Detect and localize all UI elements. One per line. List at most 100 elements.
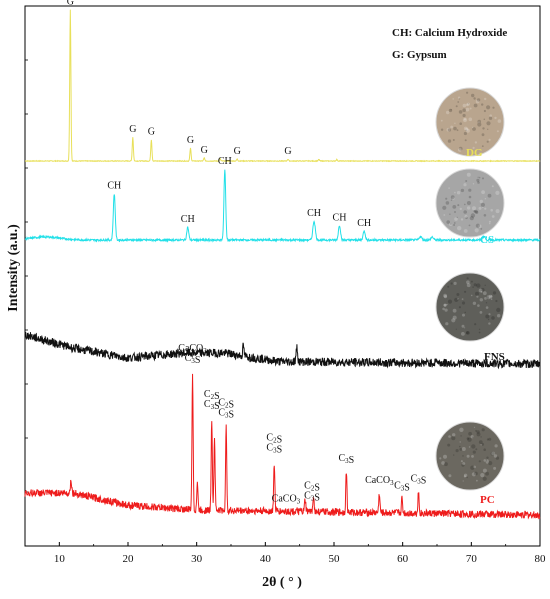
sample-photo-speckle [471, 472, 476, 477]
sample-photo-speckle [447, 139, 452, 143]
sample-photo-speckle [468, 188, 472, 192]
peak-label-text: G [67, 0, 74, 8]
sample-photo-speckle [490, 298, 493, 301]
peak-label-text: CaCO3 [178, 343, 207, 355]
sample-photo-speckle [480, 473, 485, 478]
label-part: C [394, 480, 401, 491]
sample-photo-speckle [483, 109, 486, 113]
label-part: S [404, 482, 410, 493]
sample-photo-speckle [494, 444, 498, 448]
peak-annotation-dg: G [187, 135, 194, 146]
sample-photo-speckle [462, 113, 466, 118]
sample-photo-speckle [488, 220, 491, 223]
sample-photo-speckle [452, 308, 457, 313]
sample-photo-speckle [446, 110, 450, 115]
sample-photo-speckle [479, 311, 483, 314]
sample-photo-speckle [471, 444, 476, 449]
series-line-fns [24, 331, 541, 370]
sample-photo-speckle [448, 474, 452, 478]
peak-annotation-dg: G [67, 0, 74, 8]
sample-photo-speckle [476, 295, 479, 298]
sample-photo-speckle [474, 228, 479, 233]
sample-photo-speckle [458, 306, 461, 309]
sample-photo-speckle [464, 290, 467, 293]
sample-photo-speckle [472, 206, 476, 211]
sample-photo-speckle [465, 128, 470, 133]
sample-photo-speckle [455, 449, 459, 453]
peak-annotation-pc: CaCO3 [365, 475, 394, 487]
sample-photo-speckle [490, 295, 493, 298]
sample-photo-speckle [469, 107, 472, 110]
sample-photo-speckle [491, 451, 496, 456]
sample-photo-speckle [456, 216, 458, 219]
sample-photo-speckle [461, 324, 465, 328]
x-tick-label: 10 [54, 553, 66, 565]
sample-photo-speckle [487, 318, 490, 321]
sample-photo-speckle [497, 314, 501, 318]
sample-photo-speckle [468, 431, 472, 436]
sample-photo-speckle [460, 460, 463, 463]
sample-photo-speckle [481, 103, 484, 106]
sample-photo-speckle [495, 456, 500, 460]
sample-photo-disc [435, 421, 505, 491]
sample-photo-speckle [477, 119, 482, 124]
peak-annotation-pc: C3S [338, 453, 354, 466]
sample-photo-speckle [476, 479, 478, 482]
sample-photo-speckle [443, 295, 448, 299]
sample-photo-speckle [482, 127, 485, 130]
label-part: C [266, 442, 273, 453]
peak-annotation-dg: G [201, 145, 208, 156]
sample-photo-speckle [480, 290, 483, 293]
peak-annotation-pc: CaCO3 [272, 493, 301, 505]
sample-photo-speckle [476, 432, 481, 437]
peak-label-text: C3S [411, 473, 427, 486]
sample-photo-speckle [449, 222, 452, 225]
label-part: S [214, 401, 220, 412]
subscript: 3 [390, 479, 394, 487]
sample-photo-speckle [472, 301, 477, 305]
sample-photo-speckle [466, 476, 468, 479]
sample-photo-speckle [455, 328, 457, 330]
sample-photo-speckle [463, 473, 468, 477]
sample-photo-speckle [459, 445, 461, 448]
sample-photo-speckle [447, 443, 451, 447]
sample-photo-speckle [466, 331, 470, 335]
sample-photo-speckle [489, 114, 493, 117]
sample-photo-speckle [461, 332, 465, 336]
sample-photo-speckle [462, 313, 465, 317]
peak-annotation-cs: CH [181, 214, 195, 225]
sample-photo-speckle [466, 454, 470, 458]
sample-photo-speckle [446, 127, 451, 132]
sample-photo-speckle [492, 291, 497, 295]
sample-photo-speckle [479, 298, 483, 302]
label-part: G [148, 127, 155, 138]
sample-photo-speckle [472, 127, 476, 131]
sample-photo-speckle [495, 190, 500, 195]
x-tick-label: 60 [397, 553, 409, 565]
sample-photo-speckle [488, 322, 491, 325]
sample-photo-speckle [494, 116, 497, 120]
sample-photo-speckle [496, 130, 499, 133]
label-part: S [214, 391, 220, 402]
sample-photo-speckle [454, 122, 456, 125]
sample-photo-speckle [464, 139, 467, 142]
sample-photo-speckle [460, 188, 465, 193]
sample-photo-speckle [480, 228, 483, 230]
sample-photo-speckle [463, 210, 468, 214]
label-part: CH [107, 181, 121, 192]
sample-photo-speckle [452, 139, 455, 141]
sample-photo-speckle [474, 323, 477, 326]
sample-photo-speckle [457, 298, 459, 300]
peak-label-text: CH [218, 156, 232, 167]
sample-photo-speckle [454, 191, 456, 194]
series-label-fns: FNS [484, 351, 505, 363]
sample-photo-speckle [478, 440, 483, 444]
sample-photo-speckle [443, 214, 446, 216]
sample-photo-speckle [447, 299, 453, 304]
sample-photo-speckle [473, 210, 476, 213]
peak-annotation-dg: G [234, 146, 241, 157]
sample-photo-cs [435, 168, 505, 238]
